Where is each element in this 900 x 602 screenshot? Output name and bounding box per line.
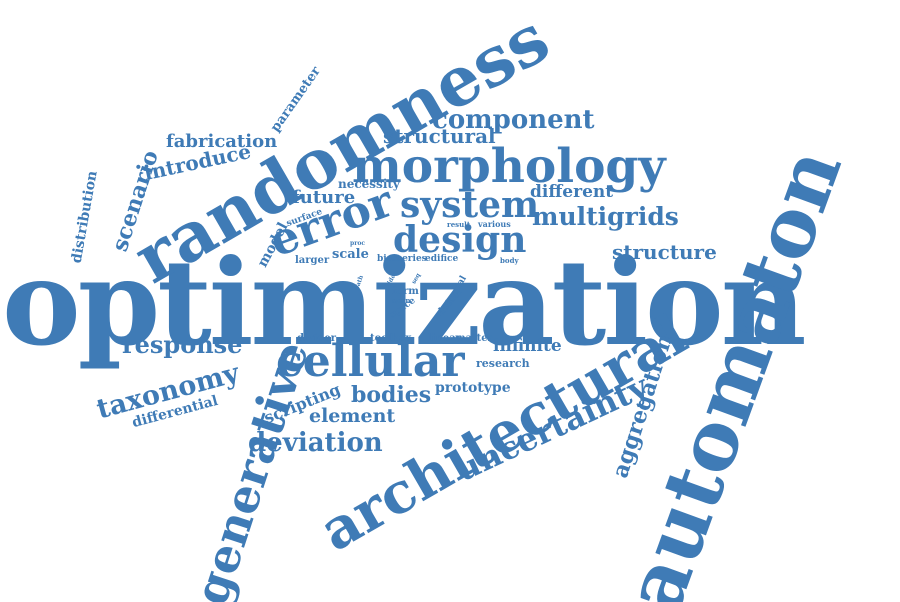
word-element: element bbox=[309, 405, 396, 427]
word-cellular: cellular bbox=[276, 336, 465, 387]
word-edifice: edifice bbox=[425, 254, 459, 264]
word-proc: proc bbox=[350, 240, 366, 247]
word-deviation: deviation bbox=[248, 428, 383, 458]
word-necessity: necessity bbox=[338, 177, 400, 191]
word-optimization: optimization bbox=[2, 233, 807, 372]
word-form: form bbox=[392, 286, 419, 297]
word-toolbox: toolbox bbox=[370, 333, 412, 344]
word-prototype: prototype bbox=[435, 380, 511, 396]
word-bodies: bodies bbox=[351, 382, 432, 408]
word-various: various bbox=[478, 219, 511, 229]
word-design: design bbox=[393, 219, 527, 261]
word-multigrids: multigrids bbox=[532, 202, 679, 231]
word-scale: scale bbox=[332, 247, 369, 262]
word-infinite: infinite bbox=[493, 336, 562, 356]
word-different: different bbox=[530, 182, 614, 202]
word-fabrication: fabrication bbox=[166, 131, 278, 152]
word-morphology: morphology bbox=[352, 139, 666, 194]
word-span: span bbox=[392, 296, 411, 305]
word-structure: structure bbox=[612, 240, 717, 264]
word-research: research bbox=[476, 357, 530, 370]
word-larger: larger bbox=[295, 255, 330, 266]
word-result: result bbox=[447, 220, 471, 229]
word-system: system bbox=[400, 184, 540, 226]
word-divider: divider bbox=[297, 333, 337, 344]
word-component: component bbox=[432, 105, 595, 135]
word-bias: bias bbox=[377, 254, 398, 264]
word-linear: linear bbox=[428, 333, 461, 344]
word-body: body bbox=[500, 256, 519, 265]
word-series: series bbox=[397, 254, 427, 264]
word-matter: matter bbox=[455, 333, 493, 344]
word-future: future bbox=[292, 187, 356, 208]
word-structural: structural bbox=[383, 124, 496, 148]
word-response: response bbox=[122, 330, 243, 359]
